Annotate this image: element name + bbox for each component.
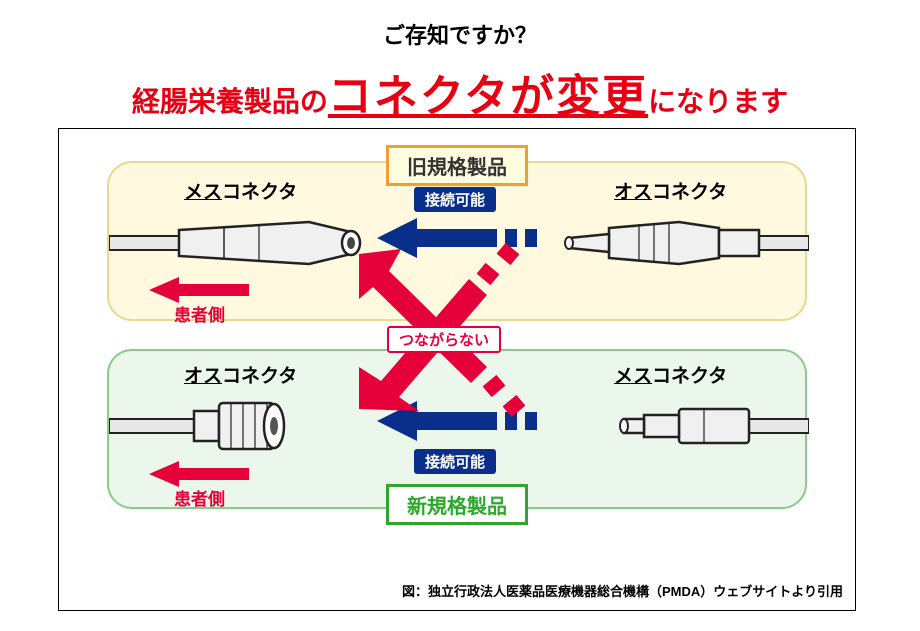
new-left-connector-label: オスコネクタ [184,361,297,388]
headline-question: ご存知ですか？ [0,0,920,50]
credit-text: 図：独立行政法人医薬品医療機器総合機構（PMDA）ウェブサイトより引用 [402,581,843,600]
old-female-connector-icon [109,208,369,278]
old-left-suffix: コネクタ [222,182,297,203]
old-left-connector-label: メスコネクタ [184,177,297,204]
old-male-connector-icon [549,208,809,278]
old-left-underline: メス [184,182,222,203]
old-spec-badge: 旧規格製品 [386,145,528,186]
diagram-frame: 旧規格製品 メスコネクタ オスコネクタ 接続可能 [58,128,856,611]
new-spec-badge: 新規格製品 [386,484,528,525]
new-right-suffix: コネクタ [652,366,727,387]
headline-prefix: 経腸栄養製品の [132,86,328,117]
new-right-underline: メス [614,366,652,387]
old-connect-ok-label: 接続可能 [414,187,496,212]
new-left-underline: オス [184,366,222,387]
not-connect-label: つながらない [387,326,501,353]
headline-main: 経腸栄養製品のコネクタが変更になります [0,50,920,124]
new-connect-ok-label: 接続可能 [414,449,496,474]
headline-suffix: になります [648,86,788,117]
old-right-underline: オス [614,182,652,203]
new-right-connector-label: メスコネクタ [614,361,727,388]
new-left-suffix: コネクタ [222,366,297,387]
old-right-connector-label: オスコネクタ [614,177,727,204]
new-female-connector-icon [549,391,809,461]
new-male-connector-icon [109,391,369,461]
new-patient-label: 患者側 [174,485,225,510]
old-right-suffix: コネクタ [652,182,727,203]
headline-emphasis: コネクタが変更 [328,72,648,121]
old-patient-label: 患者側 [174,301,225,326]
